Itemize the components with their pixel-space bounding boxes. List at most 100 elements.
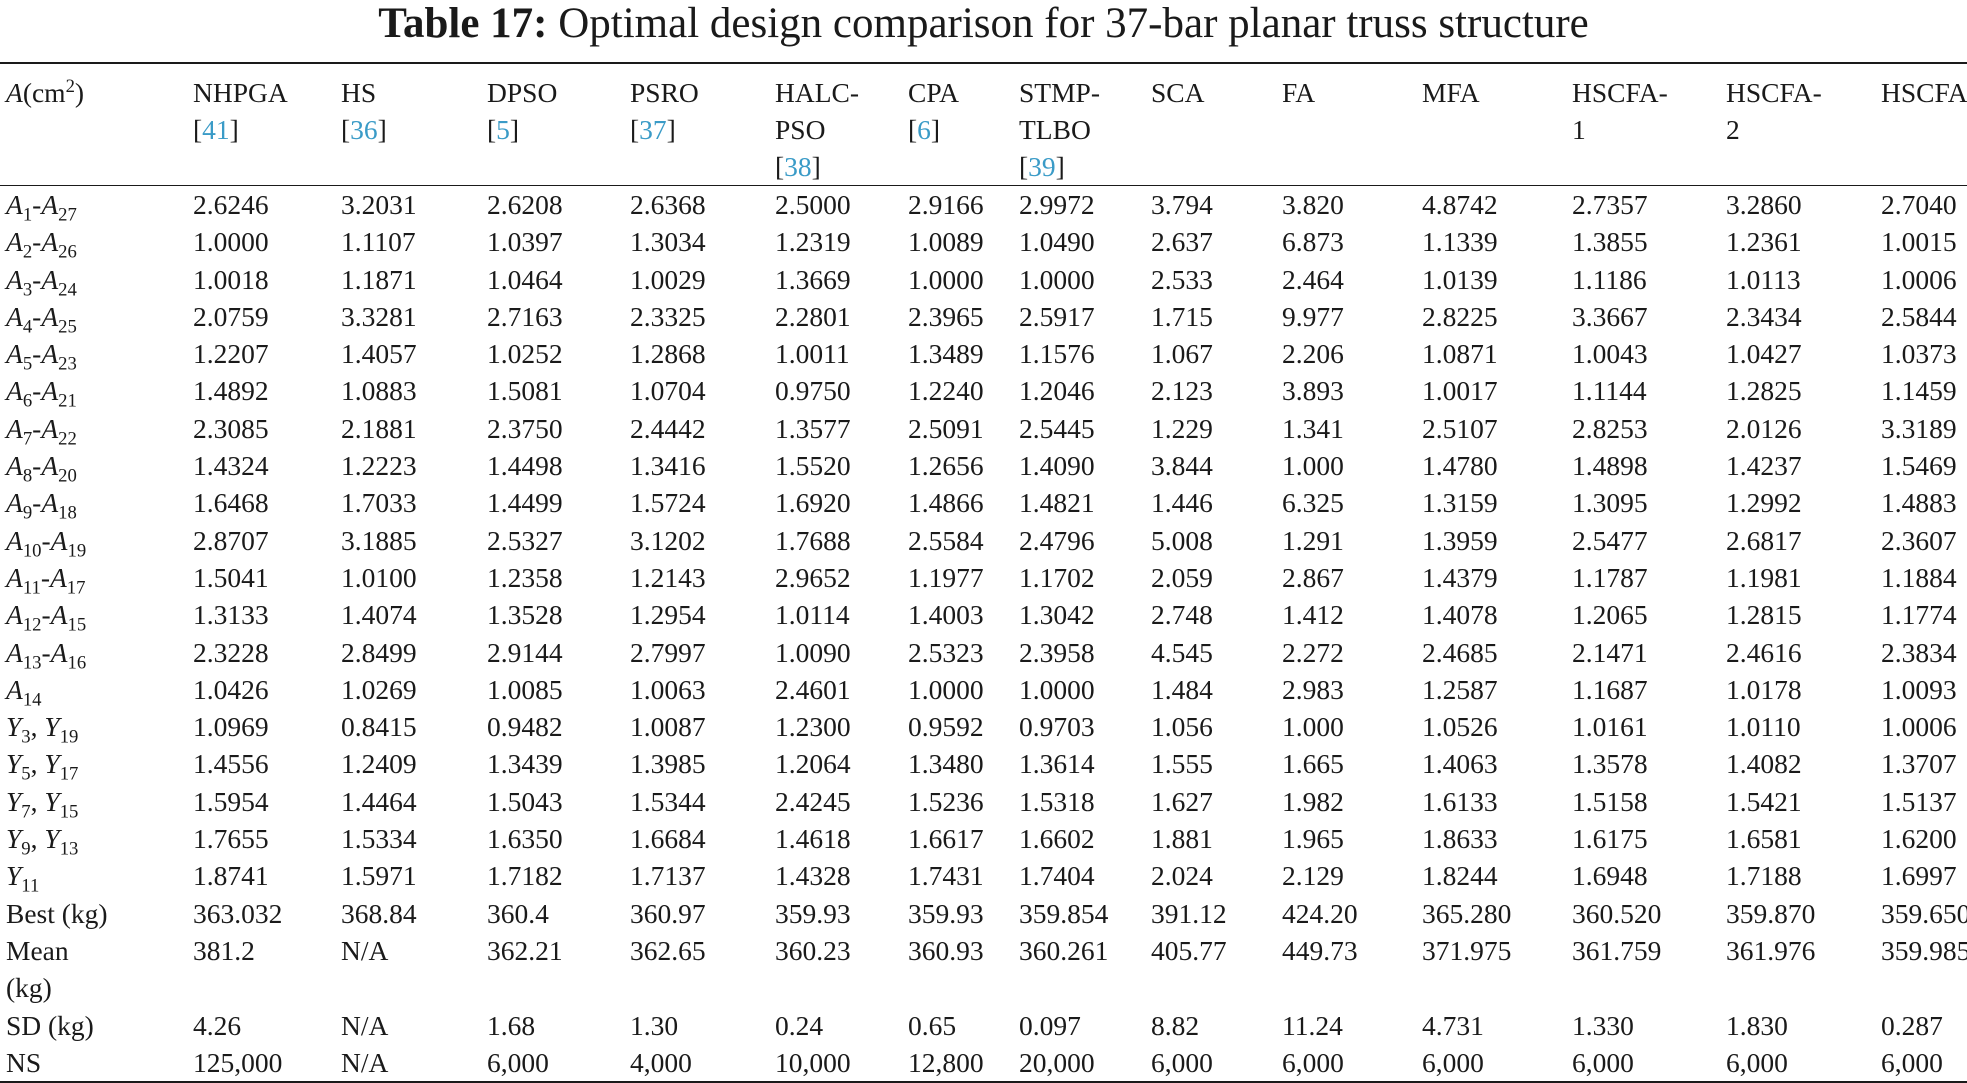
- value-cell: 1.1339: [1422, 226, 1498, 258]
- value-cell: 1.0100: [341, 561, 417, 593]
- value-cell: 6,000: [1422, 1046, 1484, 1078]
- value-cell: 1.4556: [193, 748, 269, 780]
- value-cell: 8.82: [1151, 1009, 1200, 1041]
- value-cell: 1.2587: [1422, 673, 1498, 705]
- value-cell: 1.0161: [1572, 711, 1648, 743]
- table-caption: Table 17: Optimal design comparison for …: [0, 0, 1967, 48]
- header-method: DPSO [5]: [481, 63, 624, 186]
- table-row: Y11 1.8741 1.5971 1.7182 1.7137 1.4328 1.7431 1…: [0, 857, 1967, 895]
- stat-label: NS: [6, 1046, 42, 1078]
- value-cell: 1.4074: [341, 599, 417, 631]
- value-cell: 0.9592: [908, 711, 984, 743]
- variable-label: A14: [6, 673, 42, 711]
- value-cell: 1.4063: [1422, 748, 1498, 780]
- stat-row: Mean (kg) 381.2 N/A 362.21 362.65 360.23 360.93…: [0, 932, 1967, 1007]
- value-cell: 1.881: [1151, 823, 1213, 855]
- value-cell: N/A: [341, 1009, 389, 1041]
- value-cell: 359.93: [775, 897, 851, 929]
- value-cell: 20,000: [1019, 1046, 1095, 1078]
- table-row: Y9, Y13 1.7655 1.5334 1.6350 1.6684 1.4618 1.6…: [0, 820, 1967, 860]
- citation-link[interactable]: [36]: [341, 114, 387, 145]
- value-cell: 1.830: [1726, 1009, 1788, 1041]
- header-method: SCA: [1151, 77, 1205, 108]
- table-row: A2-A26 1.0000 1.1107 1.0397 1.3034 1.2319 1.00…: [0, 223, 1967, 261]
- table-body: A1-A27 2.6246 3.2031 2.6208 2.6368 2.5000 2.91…: [0, 186, 1967, 1083]
- value-cell: 3.2860: [1726, 189, 1802, 220]
- value-cell: 0.097: [1019, 1009, 1081, 1041]
- value-cell: 1.6920: [775, 487, 851, 519]
- value-cell: 1.056: [1151, 711, 1213, 743]
- value-cell: 2.0759: [193, 300, 269, 332]
- value-cell: 1.2240: [908, 375, 984, 407]
- citation-link[interactable]: [38]: [775, 151, 821, 182]
- value-cell: 3.893: [1282, 375, 1344, 407]
- citation-link[interactable]: [5]: [487, 114, 520, 145]
- value-cell: 2.272: [1282, 636, 1344, 668]
- citation-link[interactable]: [39]: [1019, 151, 1065, 182]
- value-cell: 1.2815: [1726, 599, 1802, 631]
- value-cell: 360.4: [487, 897, 549, 929]
- value-cell: 1.3416: [630, 450, 706, 482]
- value-cell: 2.3750: [487, 412, 563, 444]
- value-cell: 371.975: [1422, 934, 1512, 966]
- value-cell: 1.7033: [341, 487, 417, 519]
- citation-link[interactable]: [6]: [908, 114, 941, 145]
- value-cell: 3.794: [1151, 189, 1213, 220]
- value-cell: 391.12: [1151, 897, 1227, 929]
- stat-row: NS 125,000 N/A 6,000 4,000 10,000 12,800 20,000…: [0, 1044, 1967, 1083]
- value-cell: 365.280: [1422, 897, 1512, 929]
- value-cell: 1.0178: [1726, 673, 1802, 705]
- value-cell: 1.5954: [193, 785, 269, 817]
- value-cell: 2.748: [1151, 599, 1213, 631]
- value-cell: 1.000: [1282, 450, 1344, 482]
- value-cell: 1.3577: [775, 412, 851, 444]
- table-title: Optimal design comparison for 37-bar pla…: [558, 0, 1589, 47]
- stat-label: Mean (kg): [6, 934, 69, 1004]
- value-cell: 1.715: [1151, 300, 1213, 332]
- value-cell: 1.0085: [487, 673, 563, 705]
- value-cell: 1.5137: [1881, 785, 1957, 817]
- value-cell: 3.3667: [1572, 300, 1648, 332]
- results-table-container: A(cm2) NHPGA [41] HS [36] DPSO [5] PSRO [37] HAL…: [0, 62, 1967, 1083]
- value-cell: 1.3959: [1422, 524, 1498, 556]
- value-cell: 360.261: [1019, 934, 1109, 966]
- value-cell: 1.0000: [1019, 673, 1095, 705]
- value-cell: 1.0029: [630, 263, 706, 295]
- value-cell: 1.627: [1151, 785, 1213, 817]
- value-cell: 1.000: [1282, 711, 1344, 743]
- value-cell: 424.20: [1282, 897, 1358, 929]
- value-cell: 1.0426: [193, 673, 269, 705]
- stat-row: Best (kg) 363.032 368.84 360.4 360.97 359.93 3…: [0, 895, 1967, 932]
- value-cell: 1.1186: [1572, 263, 1647, 295]
- value-cell: 3.3281: [341, 300, 417, 332]
- citation-link[interactable]: [41]: [193, 114, 239, 145]
- value-cell: 1.2409: [341, 748, 417, 780]
- value-cell: 3.1202: [630, 524, 706, 556]
- variable-label: A10-A19: [6, 524, 87, 562]
- stat-label: Best (kg): [6, 897, 108, 929]
- value-cell: 0.287: [1881, 1009, 1943, 1041]
- variable-label: Y9, Y13: [6, 823, 79, 860]
- value-cell: 359.93: [908, 897, 984, 929]
- value-cell: 1.2143: [630, 561, 706, 593]
- value-cell: 1.0883: [341, 375, 417, 407]
- value-cell: 359.854: [1019, 897, 1109, 929]
- value-cell: 1.6468: [193, 487, 269, 519]
- value-cell: 1.4464: [341, 785, 417, 817]
- table-row: A8-A20 1.4324 1.2223 1.4498 1.3416 1.5520 1.26…: [0, 447, 1967, 485]
- value-cell: 1.5334: [341, 823, 417, 855]
- citation-link[interactable]: [37]: [630, 114, 676, 145]
- value-cell: 1.0043: [1572, 338, 1648, 370]
- value-cell: 1.2300: [775, 711, 851, 743]
- value-cell: 1.0000: [908, 263, 984, 295]
- value-cell: 2.5323: [908, 636, 984, 668]
- value-cell: 1.3855: [1572, 226, 1648, 258]
- value-cell: 1.4328: [775, 860, 851, 892]
- value-cell: 1.484: [1151, 673, 1213, 705]
- value-cell: 1.1702: [1019, 561, 1095, 593]
- value-cell: 0.9482: [487, 711, 563, 743]
- value-cell: 1.4003: [908, 599, 984, 631]
- value-cell: 1.4078: [1422, 599, 1498, 631]
- value-cell: 3.820: [1282, 189, 1344, 220]
- value-cell: 1.1871: [341, 263, 417, 295]
